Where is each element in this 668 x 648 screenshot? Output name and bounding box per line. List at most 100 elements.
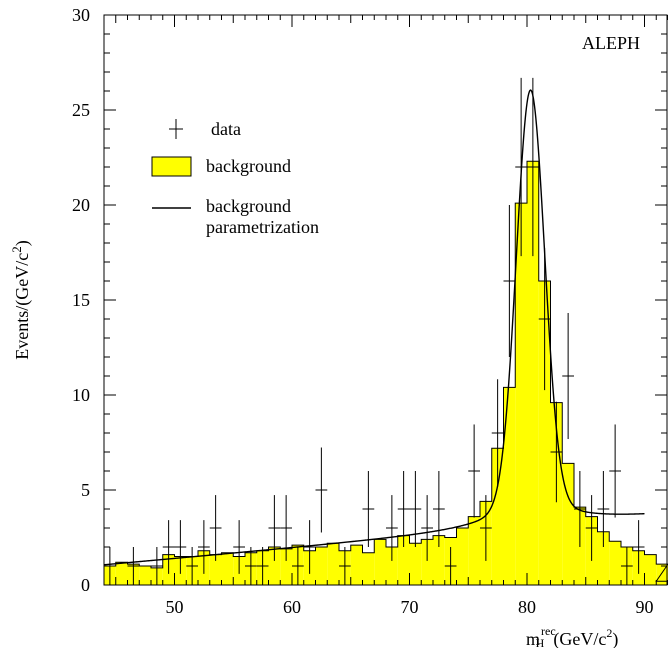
y-axis-title-superscript: 2 — [9, 246, 24, 253]
x-axis-title-unit-superscript: 2 — [606, 626, 612, 640]
histogram-bar — [374, 539, 386, 585]
data-point — [397, 471, 410, 547]
data-point — [174, 520, 187, 574]
data-point — [280, 495, 292, 561]
x-axis-title-subscript: H — [536, 636, 545, 648]
legend-label-parametrization-line1: background — [206, 196, 291, 216]
y-tick-label: 25 — [72, 100, 90, 120]
plot-frame — [103, 14, 668, 586]
histogram-bar — [562, 463, 574, 585]
legend-background-swatch — [151, 156, 192, 177]
histogram-bar — [209, 554, 222, 585]
legend-data-marker — [169, 119, 183, 139]
y-tick-label: 5 — [81, 480, 90, 500]
x-axis-title-unit: (GeV/c — [553, 629, 606, 648]
background-histogram — [103, 160, 668, 586]
data-point — [515, 77, 527, 257]
histogram-bar — [315, 547, 328, 585]
data-point — [409, 471, 422, 547]
histogram-bar — [456, 528, 469, 585]
data-point — [562, 312, 574, 440]
y-tick-label: 10 — [72, 385, 90, 405]
histogram-bar — [115, 562, 128, 585]
y-axis-title: Events/(GeV/c2) — [9, 240, 33, 359]
histogram-bar — [386, 547, 398, 585]
histogram-bar — [362, 552, 375, 585]
data-point — [468, 424, 480, 518]
parametrization-curve — [103, 89, 645, 566]
x-axis-title: mrec H (GeV/c2) — [526, 624, 618, 648]
x-axis-title-m: m — [526, 629, 540, 648]
data-point — [209, 495, 222, 561]
plot-border — [103, 14, 668, 586]
data-point — [339, 547, 351, 585]
histogram-bar — [503, 387, 516, 585]
histogram-bar — [327, 543, 339, 585]
data-point — [233, 520, 245, 574]
x-axis-title-unit-tail: ) — [612, 629, 618, 648]
data-point — [527, 77, 539, 257]
y-axis-title-tail: ) — [12, 240, 33, 246]
parametrization-curve-layer — [103, 89, 645, 566]
legend: data background background parametrizati… — [151, 119, 319, 237]
histogram-bar — [644, 554, 657, 585]
histogram-bar — [491, 448, 504, 585]
data-point — [491, 379, 504, 487]
legend-label-data: data — [211, 119, 241, 139]
histogram-bar — [397, 535, 410, 585]
data-point — [292, 547, 304, 585]
legend-label-background: background — [206, 156, 291, 176]
histogram-bar — [538, 281, 551, 585]
data-point — [444, 547, 457, 585]
data-point — [256, 547, 269, 585]
y-tick-label: 30 — [72, 5, 90, 25]
data-point — [503, 205, 516, 357]
histogram-bar — [433, 535, 445, 585]
histogram-bar — [280, 548, 292, 585]
y-tick-label: 0 — [81, 575, 90, 595]
histogram-bar — [468, 516, 480, 585]
histogram-bar — [221, 552, 234, 585]
x-tick-label: 90 — [636, 597, 654, 617]
data-point — [585, 495, 598, 561]
histogram-bar — [409, 543, 422, 585]
data-point — [151, 547, 163, 585]
histogram-bar — [597, 531, 610, 585]
axis-ticks: 50 60 70 80 90 0 5 10 15 20 25 30 — [72, 5, 668, 617]
histogram-bar — [527, 161, 539, 586]
data-point — [538, 247, 551, 391]
data-point — [550, 401, 563, 503]
data-point — [362, 471, 375, 547]
histogram-bar — [139, 566, 151, 585]
data-point — [386, 495, 398, 561]
histogram-bar — [609, 541, 621, 585]
x-tick-label: 60 — [283, 597, 301, 617]
experiment-label: ALEPH — [582, 33, 640, 53]
data-point — [621, 547, 633, 585]
x-tick-label: 50 — [166, 597, 184, 617]
y-tick-label: 15 — [72, 290, 90, 310]
data-point — [597, 471, 610, 547]
data-point — [632, 520, 645, 574]
data-point — [574, 471, 586, 547]
histogram-bar — [350, 545, 363, 585]
data-point — [186, 547, 198, 585]
histogram-bar — [515, 203, 527, 585]
histogram-bar — [268, 547, 281, 585]
data-point — [127, 547, 140, 585]
data-point — [315, 447, 328, 533]
data-point — [268, 495, 281, 561]
histogram-bar — [421, 539, 433, 585]
data-point — [162, 520, 175, 574]
y-tick-label: 20 — [72, 195, 90, 215]
x-axis-title-superscript: rec — [541, 624, 556, 638]
data-point — [303, 520, 316, 574]
data-point — [480, 495, 492, 561]
x-tick-label: 80 — [518, 597, 536, 617]
data-point — [245, 547, 257, 585]
x-tick-label: 70 — [401, 597, 419, 617]
histogram-bar — [656, 581, 668, 585]
data-point — [198, 520, 210, 574]
legend-label-parametrization-line2: parametrization — [206, 217, 319, 237]
